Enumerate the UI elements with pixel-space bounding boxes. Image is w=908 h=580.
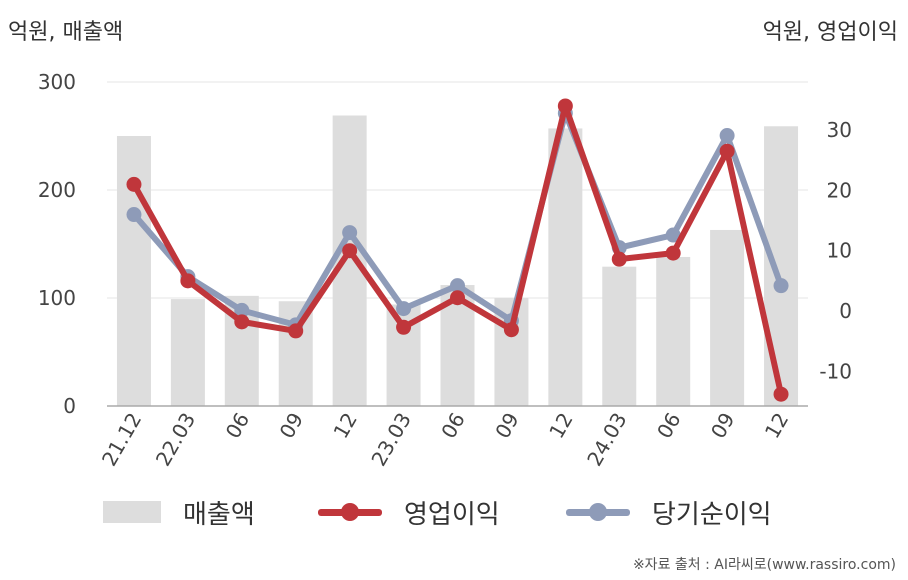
x-tick-label: 22.03 [151, 409, 200, 471]
legend-swatch-net-income [566, 501, 630, 523]
net-income-point [396, 301, 412, 317]
right-axis-unit: 억원, 영업이익 [762, 20, 898, 45]
grid-layer [107, 81, 808, 299]
legend-label-sales: 매출액 [183, 499, 255, 530]
net-income-point [719, 128, 735, 144]
left-tick-label: 0 [63, 394, 76, 418]
net-income-point [450, 278, 465, 294]
sales-bar [548, 128, 583, 406]
legend-label-net-income: 당기순이익 [652, 499, 772, 530]
x-tick-label: 06 [436, 409, 470, 443]
sales-bar [764, 126, 799, 406]
x-tick-label: 09 [275, 409, 309, 443]
legend-label-operating-profit: 영업이익 [404, 499, 500, 530]
operating-profit-point [665, 245, 681, 261]
operating-profit-point [342, 243, 358, 259]
x-tick-label: 09 [490, 409, 524, 443]
sales-bar [710, 229, 745, 406]
net-income-point [234, 302, 250, 318]
legend-swatch-sales [103, 501, 161, 523]
sales-bar [602, 266, 637, 406]
x-tick-label: 24.03 [582, 409, 631, 471]
legend-item-operating-profit: 영업이익 [318, 490, 500, 534]
x-tick-label: 06 [652, 409, 686, 443]
x-tick-label: 21.12 [97, 409, 146, 471]
sales-bar [656, 256, 691, 406]
net-income-point [773, 278, 789, 294]
operating-profit-point [234, 314, 250, 330]
net-income-point [126, 207, 142, 223]
legend-item-sales: 매출액 [103, 490, 255, 534]
x-tick-label: 06 [221, 409, 255, 443]
x-tick-label: 12 [544, 409, 578, 443]
sales-bar [332, 115, 367, 406]
x-tick-label: 12 [760, 409, 794, 443]
operating-profit-point [557, 98, 573, 114]
operating-profit-point [396, 319, 412, 335]
x-tick-label: 09 [706, 409, 740, 443]
right-tick-label: 0 [839, 299, 852, 323]
right-tick-label: 10 [827, 239, 852, 263]
legend-swatch-operating-profit [318, 501, 382, 523]
bar-layer [116, 115, 799, 406]
operating-profit-point [503, 322, 519, 338]
legend: 매출액 영업이익 당기순이익 [0, 490, 908, 534]
x-tick-label: 23.03 [366, 409, 415, 471]
operating-profit-point [611, 251, 627, 267]
right-tick-label: -10 [819, 359, 852, 383]
left-tick-label: 100 [38, 286, 76, 310]
operating-profit-point [180, 273, 196, 289]
sales-bar [116, 136, 151, 406]
operating-profit-point [126, 176, 142, 192]
right-tick-label: 20 [827, 178, 852, 202]
source-note: ※자료 출처 : AI라씨로(www.rassiro.com) [632, 557, 896, 573]
sales-bar [170, 299, 205, 406]
operating-profit-point [773, 386, 789, 402]
legend-item-net-income: 당기순이익 [566, 490, 772, 534]
left-tick-label: 300 [38, 70, 76, 94]
operating-profit-point [288, 323, 304, 339]
x-tick-label: 12 [328, 409, 362, 443]
left-axis-unit: 억원, 매출액 [8, 20, 124, 45]
operating-profit-point [719, 143, 735, 159]
line-layer [126, 98, 789, 402]
right-tick-label: 30 [827, 118, 852, 142]
left-tick-label: 200 [38, 178, 76, 202]
net-income-point [342, 225, 358, 241]
net-income-point [665, 227, 681, 243]
operating-profit-point [450, 290, 465, 306]
